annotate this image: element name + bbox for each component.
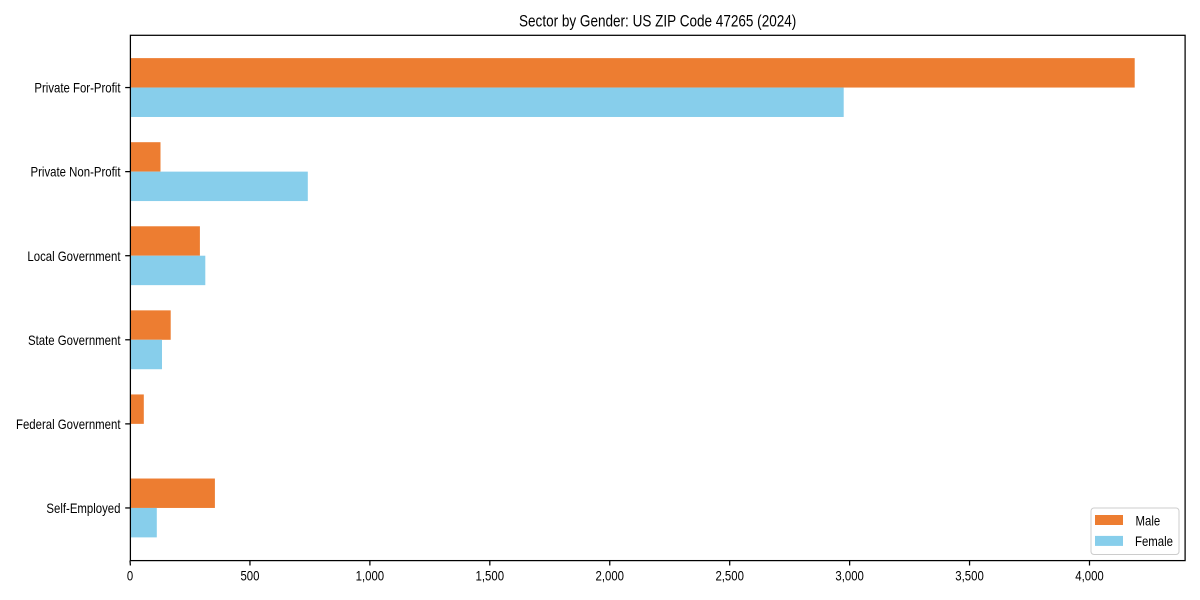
- svg-text:Self-Employed: Self-Employed: [46, 500, 120, 516]
- svg-text:Local Government: Local Government: [27, 248, 120, 264]
- svg-text:Sector by Gender: US ZIP Code: Sector by Gender: US ZIP Code 47265 (202…: [519, 13, 796, 31]
- svg-text:Private For-Profit: Private For-Profit: [34, 80, 120, 96]
- svg-text:500: 500: [240, 568, 259, 584]
- svg-text:4,000: 4,000: [1075, 568, 1104, 584]
- svg-text:State Government: State Government: [28, 332, 121, 348]
- svg-text:2,500: 2,500: [715, 568, 744, 584]
- svg-text:Federal Government: Federal Government: [16, 416, 121, 432]
- svg-text:1,000: 1,000: [356, 568, 385, 584]
- svg-text:Male: Male: [1136, 512, 1161, 528]
- svg-text:2,000: 2,000: [596, 568, 625, 584]
- svg-text:0: 0: [127, 568, 134, 584]
- svg-text:3,500: 3,500: [955, 568, 984, 584]
- svg-text:1,500: 1,500: [476, 568, 505, 584]
- svg-text:Female: Female: [1135, 533, 1173, 549]
- svg-text:3,000: 3,000: [835, 568, 864, 584]
- svg-text:Private Non-Profit: Private Non-Profit: [31, 164, 121, 180]
